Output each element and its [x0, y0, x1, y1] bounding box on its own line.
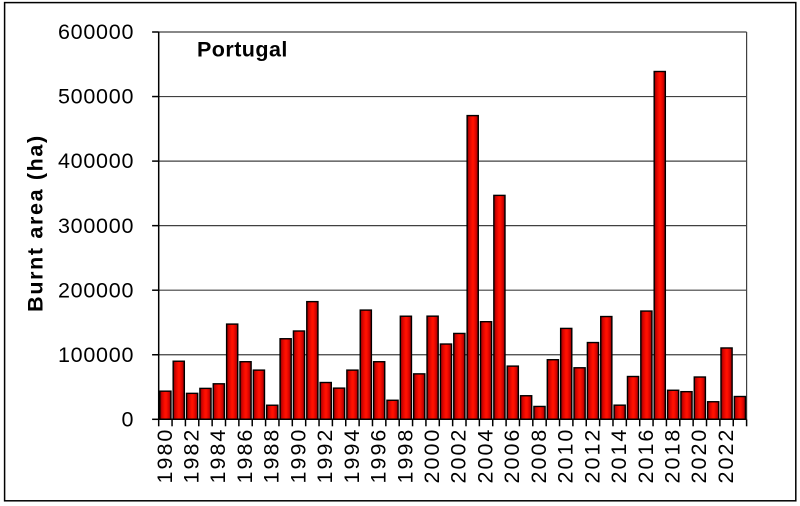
svg-text:2006: 2006: [500, 428, 524, 484]
svg-text:2004: 2004: [473, 428, 497, 484]
svg-text:1982: 1982: [180, 428, 204, 484]
svg-text:600000: 600000: [58, 20, 134, 44]
svg-text:400000: 400000: [58, 149, 134, 173]
svg-text:2000: 2000: [420, 428, 444, 484]
svg-text:300000: 300000: [58, 214, 134, 238]
svg-text:1990: 1990: [286, 428, 310, 484]
svg-text:1996: 1996: [367, 428, 391, 484]
svg-text:1988: 1988: [260, 428, 284, 484]
svg-text:2022: 2022: [714, 428, 738, 484]
svg-text:2012: 2012: [580, 428, 604, 484]
svg-text:1992: 1992: [313, 428, 337, 484]
svg-text:2008: 2008: [527, 428, 551, 484]
svg-text:Burnt area (ha): Burnt area (ha): [24, 134, 48, 312]
svg-text:1984: 1984: [206, 428, 230, 484]
svg-text:1998: 1998: [393, 428, 417, 484]
svg-text:200000: 200000: [58, 278, 134, 302]
svg-text:2016: 2016: [634, 428, 658, 484]
svg-text:1986: 1986: [233, 428, 257, 484]
svg-text:500000: 500000: [58, 85, 134, 109]
svg-text:1980: 1980: [153, 428, 177, 484]
svg-text:1994: 1994: [340, 428, 364, 484]
svg-text:0: 0: [121, 407, 134, 431]
svg-text:Portugal: Portugal: [197, 38, 288, 62]
svg-text:2018: 2018: [661, 428, 685, 484]
svg-text:100000: 100000: [58, 343, 134, 367]
svg-text:2014: 2014: [607, 428, 631, 484]
svg-text:2020: 2020: [687, 428, 711, 484]
svg-text:2002: 2002: [447, 428, 471, 484]
svg-text:2010: 2010: [554, 428, 578, 484]
